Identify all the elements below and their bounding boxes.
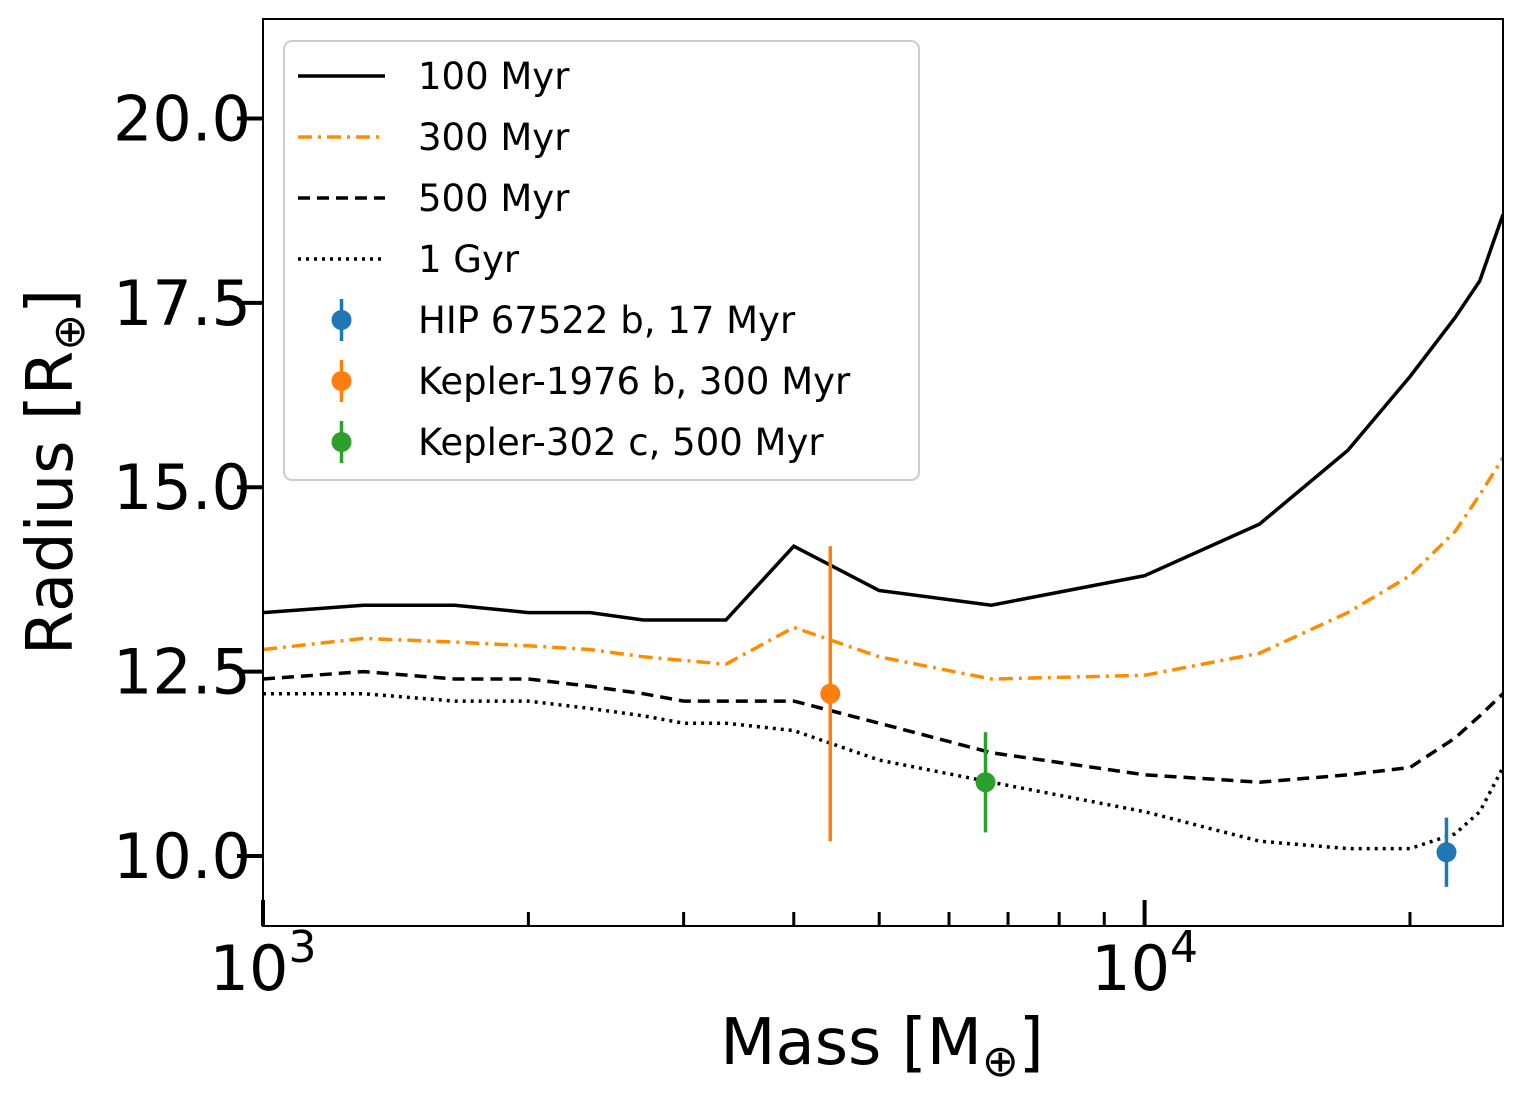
y-ticks: 10.0 12.5 15.0 17.5 20.0 (113, 83, 263, 893)
x-axis-label-close: ] (1019, 1006, 1044, 1080)
y-axis-label-symbol: ⊕ (44, 314, 95, 351)
y-axis-label: Radius [R⊕] (14, 289, 95, 655)
series-line-0 (263, 213, 1503, 622)
legend-marker-1 (331, 371, 352, 391)
data-point-2 (975, 772, 996, 793)
data-point-1 (820, 683, 841, 704)
legend-point-label-0: HIP 67522 b, 17 Myr (418, 299, 796, 342)
y-tick-label-1: 12.5 (113, 636, 251, 709)
x-axis-label: Mass [M⊕] (720, 1006, 1044, 1087)
y-tick-label-0: 10.0 (113, 820, 251, 893)
legend: 100 Myr 300 Myr 500 Myr 1 Gyr HIP 67522 b, 1… (283, 40, 920, 481)
series-layer (263, 213, 1503, 851)
legend-point-label-1: Kepler-1976 b, 300 Myr (418, 360, 851, 403)
plot-area (263, 213, 1503, 887)
legend-point-label-2: Kepler-302 c, 500 Myr (418, 421, 824, 464)
x-axis-label-symbol: ⊕ (982, 1036, 1019, 1087)
plot-frame (262, 18, 1504, 927)
y-tick-label-3: 17.5 (113, 267, 251, 340)
x-tick-label-0: 103 (210, 922, 317, 1005)
series-line-1 (263, 456, 1503, 681)
points-layer (820, 546, 1457, 887)
legend-items: 100 Myr 300 Myr 500 Myr 1 Gyr HIP 67522 b, 1… (298, 55, 851, 464)
x-ticks: 103 104 (210, 900, 1412, 1005)
legend-box (283, 40, 920, 481)
y-tick-label-2: 15.0 (113, 451, 251, 524)
series-line-3 (263, 691, 1503, 851)
legend-marker-0 (331, 310, 352, 330)
y-tick-label-4: 20.0 (113, 83, 251, 156)
x-tick-label-1: 104 (1091, 922, 1198, 1005)
legend-label-0: 100 Myr (418, 55, 570, 98)
legend-marker-2 (331, 432, 352, 452)
series-line-2 (263, 669, 1503, 784)
legend-label-2: 500 Myr (418, 177, 570, 220)
y-axis-label-close: ] (14, 289, 88, 314)
legend-label-1: 300 Myr (418, 116, 570, 159)
data-point-0 (1436, 842, 1457, 863)
legend-label-3: 1 Gyr (418, 238, 520, 281)
